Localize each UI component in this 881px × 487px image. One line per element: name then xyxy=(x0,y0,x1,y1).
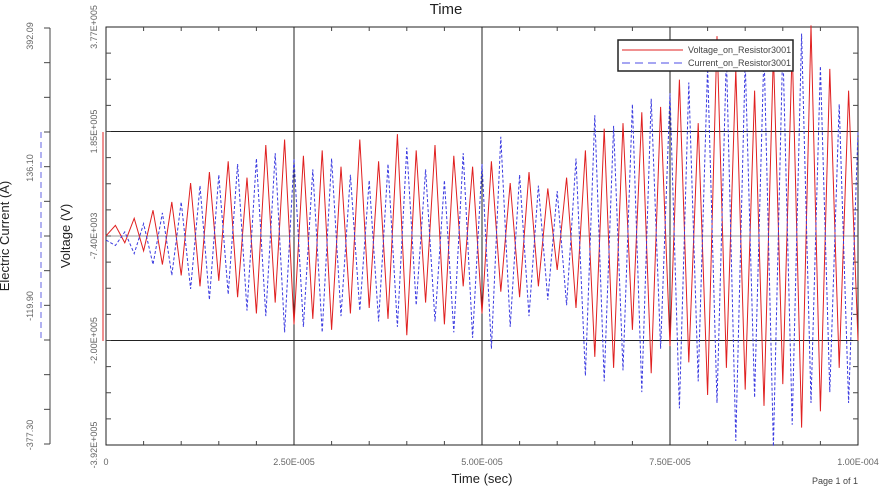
y2-tick-label: -119.90 xyxy=(25,291,35,321)
x-tick-label: 1.00E-004 xyxy=(837,457,879,467)
y-tick-label: 1.85E+005 xyxy=(89,110,99,154)
legend-label-current: Current_on_Resistor3001 xyxy=(688,58,791,68)
legend-label-voltage: Voltage_on_Resistor3001 xyxy=(688,45,791,55)
x-tick-label: 0 xyxy=(103,457,108,467)
page-footer: Page 1 of 1 xyxy=(812,476,858,486)
y-axis-label: Voltage (V) xyxy=(58,204,73,268)
legend-box xyxy=(617,39,794,72)
y-tick-label: 3.77E+005 xyxy=(89,5,99,49)
x-tick-label: 2.50E-005 xyxy=(273,457,315,467)
voltage-series-line xyxy=(105,25,859,428)
y2-tick-label: 136.10 xyxy=(25,154,35,182)
x-tick-label: 7.50E-005 xyxy=(649,457,691,467)
y2-axis-label: Electric Current (A) xyxy=(0,181,12,292)
y-tick-label: -7.40E+003 xyxy=(89,213,99,260)
y-tick-label: -2.00E+005 xyxy=(89,317,99,364)
y-tick-label: -3.92E+005 xyxy=(89,422,99,469)
y2-tick-label: -377.30 xyxy=(25,420,35,451)
x-axis-label: Time (sec) xyxy=(452,471,513,486)
legend: Voltage_on_Resistor3001 Current_on_Resis… xyxy=(617,39,794,72)
y2-tick-label: 392.09 xyxy=(25,22,35,50)
current-series-line xyxy=(105,33,859,447)
x-tick-label: 5.00E-005 xyxy=(461,457,503,467)
chart-title: Time xyxy=(430,1,463,18)
